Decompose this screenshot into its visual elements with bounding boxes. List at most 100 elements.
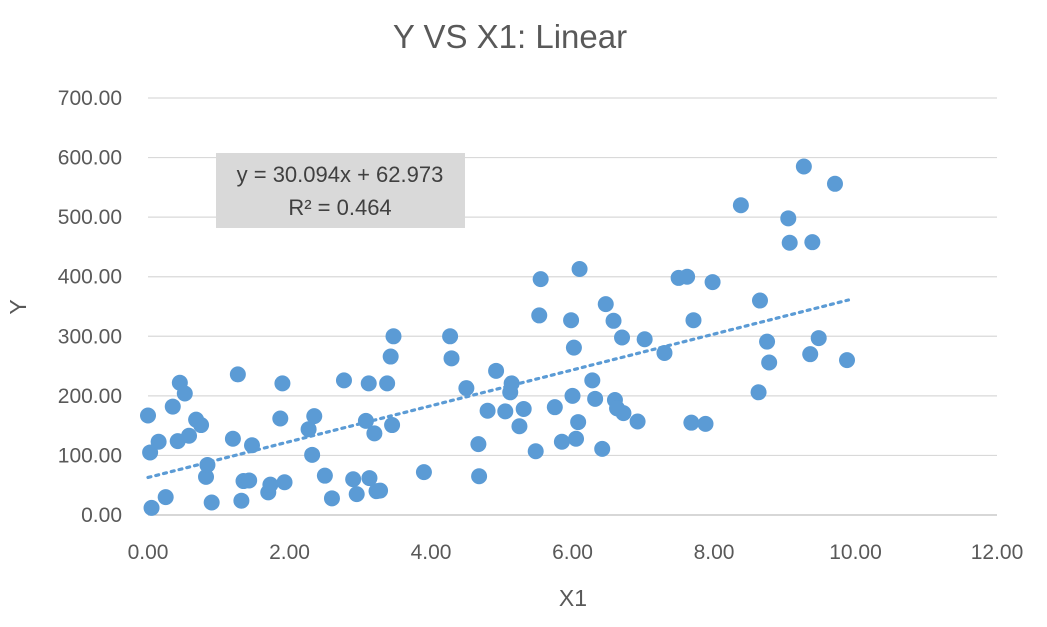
y-tick-label: 400.00 (58, 266, 122, 289)
data-point (274, 375, 291, 392)
data-point (241, 472, 258, 489)
data-point (306, 408, 323, 425)
data-point (157, 489, 174, 506)
data-point (335, 372, 352, 389)
data-point (471, 468, 488, 485)
x-tick-label: 10.00 (829, 541, 882, 564)
axes: 0.00 100.00 200.00 300.00 400.00 500.00 600.00… (58, 87, 1024, 564)
data-point (679, 268, 696, 285)
data-point (826, 175, 843, 192)
data-point (142, 444, 159, 461)
data-point (795, 158, 812, 175)
data-point (546, 399, 563, 416)
data-point (802, 346, 819, 363)
y-tick-label: 300.00 (58, 325, 122, 348)
data-point (751, 292, 768, 309)
data-point (304, 446, 321, 463)
data-point (150, 433, 167, 450)
data-point (629, 413, 646, 430)
data-point (224, 430, 241, 447)
data-point (531, 307, 548, 324)
data-point (229, 366, 246, 383)
data-point (345, 471, 362, 488)
data-point (839, 352, 856, 369)
data-point (193, 417, 210, 434)
x-tick-label: 2.00 (269, 541, 310, 564)
data-point (564, 387, 581, 404)
data-point (198, 468, 215, 485)
data-point (656, 344, 673, 361)
data-point (614, 329, 631, 346)
data-point (704, 274, 721, 291)
data-point (532, 271, 549, 288)
data-point (366, 425, 383, 442)
data-point (233, 492, 250, 509)
data-point (759, 333, 776, 350)
data-point (594, 440, 611, 457)
y-tick-label: 700.00 (58, 87, 122, 110)
data-point (164, 398, 181, 415)
data-point (553, 433, 570, 450)
data-point (379, 375, 396, 392)
data-point (781, 234, 798, 251)
x-axis-label: X1 (559, 585, 587, 611)
data-point (276, 474, 293, 491)
data-point (384, 417, 401, 434)
data-point (140, 407, 156, 424)
data-point (527, 443, 544, 460)
data-point (697, 415, 714, 432)
data-point (750, 384, 767, 401)
data-point (563, 312, 580, 329)
data-point (761, 354, 778, 371)
data-point (361, 470, 378, 487)
x-tick-label: 8.00 (694, 541, 735, 564)
r-squared-value: R² = 0.464 (288, 195, 391, 220)
data-point (565, 339, 582, 356)
trendline-equation-box: y = 30.094x + 62.973 R² = 0.464 (216, 153, 465, 228)
data-point (615, 405, 632, 422)
y-tick-label: 600.00 (58, 147, 122, 170)
y-tick-label: 500.00 (58, 206, 122, 229)
equation-box-background (216, 153, 465, 228)
data-point (597, 296, 614, 313)
data-point (372, 482, 389, 499)
data-point (683, 414, 700, 431)
data-point (584, 372, 601, 389)
data-point (497, 403, 514, 420)
linear-trendline (146, 298, 851, 480)
chart-title: Y VS X1: Linear (393, 18, 627, 55)
data-point (488, 362, 505, 379)
data-point (515, 400, 532, 417)
data-point (385, 328, 402, 345)
trendline-equation: y = 30.094x + 62.973 (237, 162, 444, 187)
data-point (780, 210, 797, 227)
data-point (470, 436, 487, 453)
x-tick-label: 6.00 (552, 541, 593, 564)
data-point (605, 312, 622, 329)
data-point (300, 421, 317, 438)
y-tick-label: 0.00 (81, 504, 122, 527)
data-point (316, 467, 333, 484)
data-point (511, 418, 528, 435)
y-tick-label: 100.00 (58, 444, 122, 467)
data-point (587, 390, 604, 407)
x-tick-label: 12.00 (971, 541, 1024, 564)
data-points (140, 158, 856, 516)
data-point (203, 494, 220, 511)
data-point (685, 312, 702, 329)
data-point (262, 476, 279, 493)
data-point (810, 330, 827, 347)
data-point (458, 380, 475, 397)
y-axis-label: Y (5, 299, 31, 314)
data-point (382, 348, 399, 365)
data-point (442, 328, 459, 345)
y-tick-label: 200.00 (58, 385, 122, 408)
data-point (143, 499, 160, 516)
data-point (415, 464, 432, 481)
data-point (272, 410, 289, 427)
data-point (568, 430, 585, 447)
data-point (570, 414, 587, 431)
data-point (503, 375, 520, 392)
